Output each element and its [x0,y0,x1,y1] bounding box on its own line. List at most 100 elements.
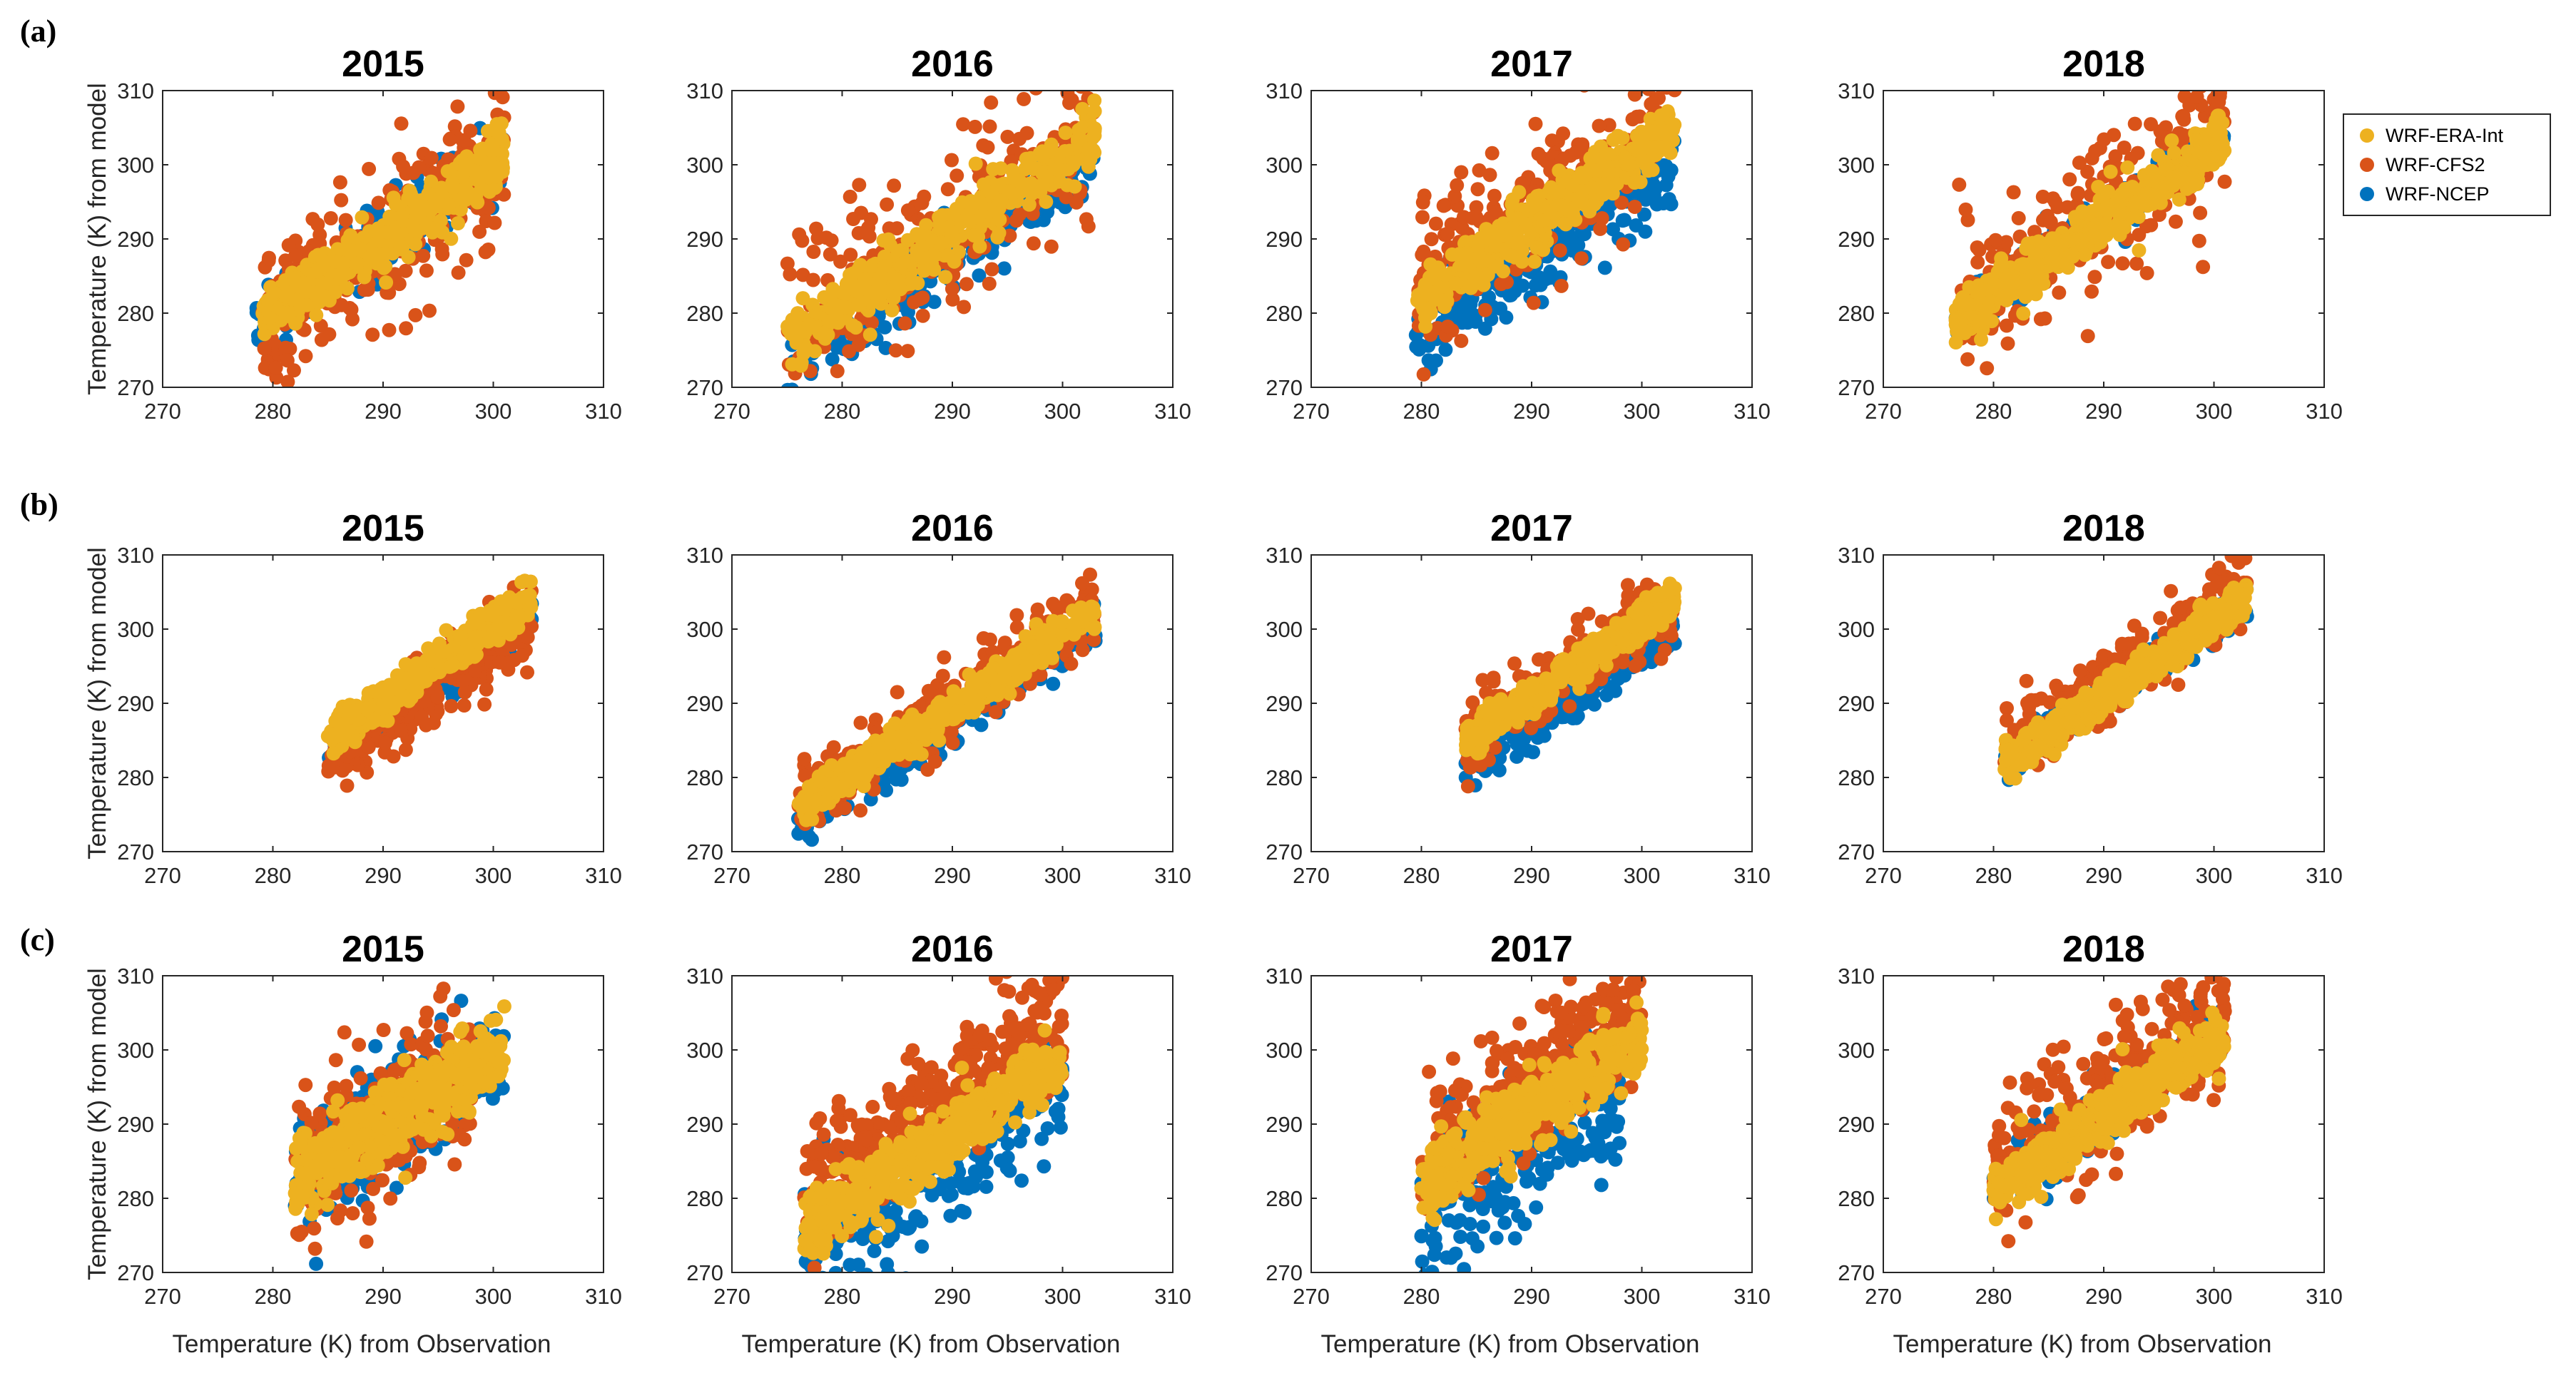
data-point-WRF-CFS2 [280,353,295,368]
data-point-WRF-ERA-Int [1447,276,1462,291]
data-point-WRF-ERA-Int [893,282,908,297]
data-point-WRF-CFS2 [362,161,377,176]
data-point-WRF-CFS2 [2115,256,2130,271]
data-point-WRF-ERA-Int [910,276,925,290]
data-point-WRF-CFS2 [1059,190,1074,205]
data-point-WRF-CFS2 [2175,109,2190,124]
scatter-points [1408,39,1682,382]
data-point-WRF-ERA-Int [2117,220,2132,235]
data-point-WRF-ERA-Int [1067,179,1082,194]
data-point-WRF-CFS2 [2052,285,2067,300]
data-point-WRF-CFS2 [1627,200,1642,214]
data-point-WRF-CFS2 [1469,200,1484,215]
data-point-WRF-ERA-Int [1488,239,1503,254]
data-point-WRF-CFS2 [956,117,971,132]
data-point-WRF-CFS2 [2196,260,2211,275]
data-point-WRF-CFS2 [1000,129,1015,144]
y-tick-label: 280 [1838,301,1875,326]
data-point-WRF-ERA-Int [968,156,983,171]
data-point-WRF-ERA-Int [2209,112,2224,127]
data-point-WRF-ERA-Int [803,317,818,332]
data-point-WRF-ERA-Int [1033,184,1048,199]
data-point-WRF-CFS2 [2139,265,2154,280]
x-tick-label: 300 [1044,399,1081,424]
data-point-WRF-ERA-Int [439,623,454,638]
data-point-WRF-NCEP [879,783,894,797]
data-point-WRF-CFS2 [833,254,848,269]
data-point-WRF-CFS2 [371,195,386,210]
data-point-WRF-NCEP [1629,218,1644,233]
data-point-WRF-CFS2 [419,263,434,278]
data-point-WRF-NCEP [1462,311,1477,326]
data-point-WRF-CFS2 [262,250,276,265]
data-point-WRF-CFS2 [2167,71,2181,86]
data-point-WRF-CFS2 [2101,255,2116,270]
data-point-WRF-CFS2 [1661,39,1675,53]
data-point-WRF-CFS2 [982,276,997,291]
y-tick-label: 300 [686,153,723,178]
data-point-WRF-ERA-Int [927,262,942,277]
y-tick-label: 290 [1266,227,1303,252]
data-point-WRF-CFS2 [917,189,932,204]
data-point-WRF-ERA-Int [1057,144,1072,158]
data-point-WRF-NCEP [1637,207,1651,222]
data-point-WRF-ERA-Int [494,132,509,146]
data-point-WRF-CFS2 [967,119,982,134]
data-point-WRF-ERA-Int [934,235,949,250]
data-point-WRF-ERA-Int [845,266,860,281]
data-point-WRF-ERA-Int [1544,180,1559,195]
y-tick-label: 270 [1838,375,1875,400]
data-point-WRF-CFS2 [2043,215,2058,230]
data-point-WRF-ERA-Int [2112,188,2127,203]
data-point-WRF-CFS2 [888,343,903,358]
data-point-WRF-ERA-Int [326,746,341,761]
y-axis-label: Temperature (K) from model [83,83,111,395]
y-tick-label: 290 [117,227,154,252]
data-point-WRF-ERA-Int [1012,173,1027,188]
data-point-WRF-CFS2 [310,217,325,232]
data-point-WRF-CFS2 [1556,126,1571,141]
data-point-WRF-CFS2 [2176,128,2191,143]
data-point-WRF-NCEP [1646,177,1661,192]
data-point-WRF-ERA-Int [1042,143,1057,158]
data-point-WRF-ERA-Int [380,713,395,728]
data-point-WRF-ERA-Int [489,160,504,175]
data-point-WRF-ERA-Int [993,193,1008,208]
y-axis-label: Temperature (K) from model [83,547,111,859]
data-point-WRF-CFS2 [365,327,380,342]
data-point-WRF-ERA-Int [336,717,351,732]
data-point-WRF-ERA-Int [1953,313,1968,328]
scatter-points [320,573,539,793]
data-point-WRF-CFS2 [2161,63,2175,78]
data-point-WRF-CFS2 [809,221,824,236]
data-point-WRF-ERA-Int [514,575,529,590]
y-tick-label: 280 [686,301,723,326]
subplot-title: 2018 [2062,44,2145,85]
data-point-WRF-CFS2 [268,360,283,375]
data-point-WRF-ERA-Int [2151,148,2166,163]
data-point-WRF-CFS2 [487,91,502,101]
data-point-WRF-CFS2 [945,153,959,168]
subplot-b-2015: 270 280 290 300 3102702802903003102015Temper… [83,508,622,888]
data-point-WRF-CFS2 [257,341,272,356]
scatter-points [780,91,1102,387]
subplot-title: 2015 [342,508,424,549]
data-point-WRF-ERA-Int [473,606,488,621]
data-point-WRF-CFS2 [830,364,845,379]
data-point-WRF-ERA-Int [2143,173,2158,188]
data-point-WRF-CFS2 [1029,91,1043,96]
data-point-WRF-ERA-Int [994,161,1008,176]
data-point-WRF-ERA-Int [1438,267,1453,282]
data-point-WRF-ERA-Int [482,631,497,645]
data-point-WRF-ERA-Int [327,266,342,281]
data-point-WRF-CFS2 [2011,210,2026,225]
data-point-WRF-CFS2 [479,682,494,697]
data-point-WRF-ERA-Int [1554,198,1569,213]
data-point-WRF-CFS2 [945,292,960,307]
data-point-WRF-ERA-Int [345,703,360,718]
data-point-WRF-CFS2 [1641,91,1655,96]
data-point-WRF-ERA-Int [2172,192,2186,207]
data-point-WRF-CFS2 [1544,133,1559,148]
y-tick-label: 310 [1266,78,1303,103]
data-point-WRF-CFS2 [1465,210,1480,225]
